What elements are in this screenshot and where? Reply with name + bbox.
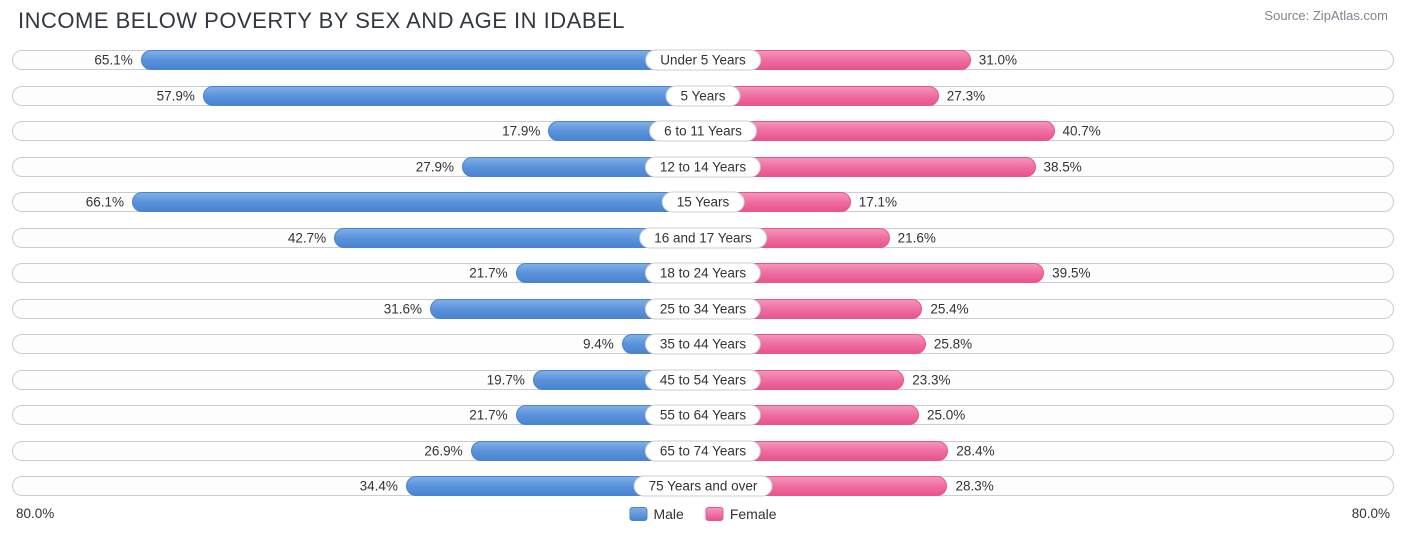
chart-row: 27.9% 38.5% 12 to 14 Years <box>12 153 1394 181</box>
male-value: 26.9% <box>424 443 462 458</box>
chart-row: 26.9% 28.4% 65 to 74 Years <box>12 437 1394 465</box>
male-bar <box>203 86 703 106</box>
chart-row: 57.9% 27.3% 5 Years <box>12 82 1394 110</box>
category-label: 75 Years and over <box>634 476 773 497</box>
male-value: 27.9% <box>416 159 454 174</box>
female-value: 25.8% <box>934 337 972 352</box>
female-value: 27.3% <box>947 88 985 103</box>
female-value: 28.4% <box>956 443 994 458</box>
chart-row: 17.9% 40.7% 6 to 11 Years <box>12 117 1394 145</box>
male-value: 19.7% <box>487 372 525 387</box>
axis-row: 80.0% Male Female 80.0% <box>12 506 1394 521</box>
source-name: ZipAtlas.com <box>1313 8 1388 23</box>
diverging-bar-chart: 65.1% 31.0% Under 5 Years 57.9% 27.3% 5 Years… <box>12 46 1394 500</box>
female-value: 39.5% <box>1052 266 1090 281</box>
female-value: 31.0% <box>979 53 1017 68</box>
category-label: 12 to 14 Years <box>645 156 761 177</box>
category-label: 65 to 74 Years <box>645 440 761 461</box>
legend-male: Male <box>629 506 683 522</box>
axis-right-max: 80.0% <box>1352 506 1390 521</box>
source-label: Source: <box>1264 8 1309 23</box>
chart-row: 21.7% 25.0% 55 to 64 Years <box>12 401 1394 429</box>
female-value: 17.1% <box>859 195 897 210</box>
chart-row: 34.4% 28.3% 75 Years and over <box>12 472 1394 500</box>
category-label: 5 Years <box>665 85 740 106</box>
male-bar <box>141 50 703 70</box>
category-label: 55 to 64 Years <box>645 405 761 426</box>
legend-female-label: Female <box>730 506 777 522</box>
category-label: 45 to 54 Years <box>645 369 761 390</box>
male-value: 21.7% <box>469 266 507 281</box>
category-label: 16 and 17 Years <box>639 227 767 248</box>
female-value: 38.5% <box>1044 159 1082 174</box>
chart-row: 21.7% 39.5% 18 to 24 Years <box>12 259 1394 287</box>
legend-female: Female <box>706 506 777 522</box>
legend: Male Female <box>629 506 776 522</box>
category-label: 15 Years <box>662 192 745 213</box>
category-label: Under 5 Years <box>645 50 761 71</box>
male-value: 21.7% <box>469 408 507 423</box>
female-value: 40.7% <box>1063 124 1101 139</box>
female-value: 25.4% <box>930 301 968 316</box>
male-value: 57.9% <box>157 88 195 103</box>
female-value: 28.3% <box>955 479 993 494</box>
chart-row: 9.4% 25.8% 35 to 44 Years <box>12 330 1394 358</box>
category-label: 18 to 24 Years <box>645 263 761 284</box>
female-value: 21.6% <box>898 230 936 245</box>
male-value: 9.4% <box>583 337 614 352</box>
male-value: 31.6% <box>384 301 422 316</box>
chart-row: 66.1% 17.1% 15 Years <box>12 188 1394 216</box>
category-label: 35 to 44 Years <box>645 334 761 355</box>
category-label: 25 to 34 Years <box>645 298 761 319</box>
legend-male-label: Male <box>653 506 683 522</box>
male-swatch-icon <box>629 507 647 521</box>
female-swatch-icon <box>706 507 724 521</box>
chart-row: 42.7% 21.6% 16 and 17 Years <box>12 224 1394 252</box>
male-value: 66.1% <box>86 195 124 210</box>
axis-left-max: 80.0% <box>16 506 54 521</box>
chart-title: INCOME BELOW POVERTY BY SEX AND AGE IN I… <box>18 8 625 34</box>
male-value: 34.4% <box>360 479 398 494</box>
male-value: 42.7% <box>288 230 326 245</box>
female-value: 23.3% <box>912 372 950 387</box>
chart-row: 19.7% 23.3% 45 to 54 Years <box>12 366 1394 394</box>
chart-row: 31.6% 25.4% 25 to 34 Years <box>12 295 1394 323</box>
male-value: 65.1% <box>94 53 132 68</box>
chart-source: Source: ZipAtlas.com <box>1264 8 1388 23</box>
chart-header: INCOME BELOW POVERTY BY SEX AND AGE IN I… <box>12 8 1394 34</box>
chart-row: 65.1% 31.0% Under 5 Years <box>12 46 1394 74</box>
category-label: 6 to 11 Years <box>649 121 757 142</box>
female-value: 25.0% <box>927 408 965 423</box>
male-value: 17.9% <box>502 124 540 139</box>
male-bar <box>132 192 703 212</box>
